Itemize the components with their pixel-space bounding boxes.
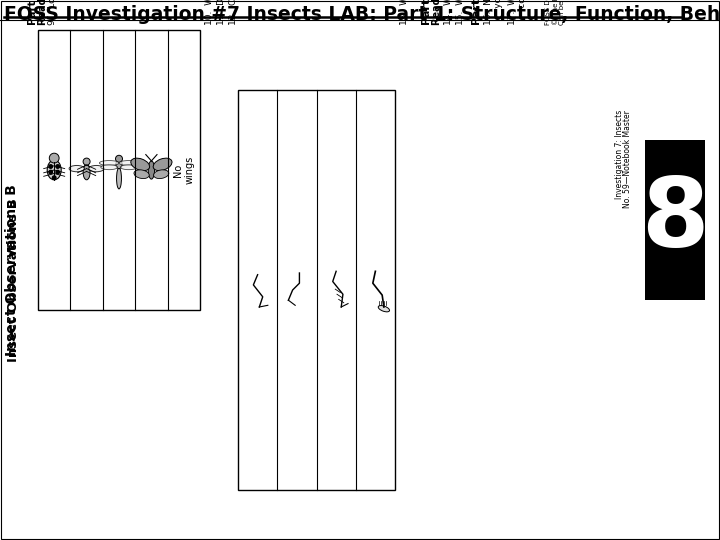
- Ellipse shape: [69, 165, 84, 172]
- Circle shape: [56, 170, 60, 174]
- Circle shape: [56, 165, 60, 168]
- Ellipse shape: [83, 164, 90, 180]
- Ellipse shape: [99, 160, 119, 165]
- Text: Can be duplicated for classroom or workshop use.: Can be duplicated for classroom or works…: [559, 0, 565, 25]
- Bar: [645, 140, 705, 300]
- Ellipse shape: [378, 306, 390, 312]
- Text: Read about insect thoraxes.: Read about insect thoraxes.: [38, 0, 48, 25]
- Circle shape: [83, 158, 90, 165]
- Ellipse shape: [89, 165, 104, 172]
- Circle shape: [49, 170, 53, 174]
- Text: cockroach?  List at least two.: cockroach? List at least two.: [518, 0, 527, 25]
- Ellipse shape: [119, 160, 139, 165]
- Text: 13.  What part of the cockroach are the wings and legs attached to?: 13. What part of the cockroach are the w…: [400, 0, 409, 25]
- Bar: [38, 30, 200, 310]
- Ellipse shape: [116, 160, 122, 168]
- Circle shape: [49, 165, 53, 168]
- Bar: [238, 90, 395, 490]
- Circle shape: [53, 176, 56, 179]
- Text: 10.  What does this tell you about the lifestyle of the cockroach?: 10. What does this tell you about the li…: [205, 0, 214, 25]
- Ellipse shape: [131, 158, 150, 171]
- Text: Part 3: Thorax (wings and legs): Part 3: Thorax (wings and legs): [28, 0, 38, 25]
- Text: FOSS Diversity of Life Course, Second Edition: FOSS Diversity of Life Course, Second Ed…: [545, 0, 551, 25]
- Ellipse shape: [101, 165, 117, 170]
- Ellipse shape: [48, 160, 61, 180]
- Text: Insect Observations B: Insect Observations B: [5, 184, 19, 356]
- Ellipse shape: [153, 158, 172, 171]
- Text: 17.  What questions do you have about the Madagascar hissing: 17. What questions do you have about the…: [508, 0, 517, 25]
- Text: No. 59—Notebook Master: No. 59—Notebook Master: [624, 110, 632, 208]
- Text: Insect Observations B: Insect Observations B: [7, 198, 20, 362]
- Text: 9.   Look for wings on the cockroach.  Circle the type of wings it has.: 9. Look for wings on the cockroach. Circ…: [48, 0, 57, 25]
- Text: 16.  Note the fourth segment on the abdomen of the cockroach.  Can: 16. Note the fourth segment on the abdom…: [484, 0, 493, 25]
- Text: Read about insect abdomens.: Read about insect abdomens.: [432, 0, 442, 25]
- Text: Part 5: Behavior: Part 5: Behavior: [472, 0, 482, 25]
- Text: Part 4: Abdomen: Part 4: Abdomen: [422, 0, 432, 25]
- Text: 15.  What are the functions of those structures?: 15. What are the functions of those stru…: [456, 0, 465, 25]
- Text: 11.  Describe how the cockroach moves.: 11. Describe how the cockroach moves.: [217, 0, 226, 25]
- Circle shape: [49, 153, 59, 163]
- Text: FOSS Investigation #7 Insects LAB: Part 1: Structure, Function, Behavior: FOSS Investigation #7 Insects LAB: Part …: [4, 5, 720, 24]
- Ellipse shape: [153, 170, 168, 179]
- Text: © The Regents of the University of California: © The Regents of the University of Calif…: [552, 0, 559, 25]
- Text: you notice the spiracles?  Why do cockroaches hiss?: you notice the spiracles? Why do cockroa…: [494, 0, 503, 25]
- Text: 14.  What is contained in the abdomen?: 14. What is contained in the abdomen?: [444, 0, 453, 25]
- Ellipse shape: [134, 170, 149, 179]
- Ellipse shape: [117, 168, 122, 189]
- Text: 12.  Circle the kind of legs the cockroach has.: 12. Circle the kind of legs the cockroac…: [229, 0, 238, 25]
- Ellipse shape: [120, 165, 138, 170]
- Text: 8: 8: [642, 173, 708, 267]
- Text: No
wings: No wings: [173, 156, 194, 184]
- Ellipse shape: [148, 161, 155, 179]
- Text: Investigation 7: Insects: Investigation 7: Insects: [616, 110, 624, 199]
- Circle shape: [115, 156, 122, 163]
